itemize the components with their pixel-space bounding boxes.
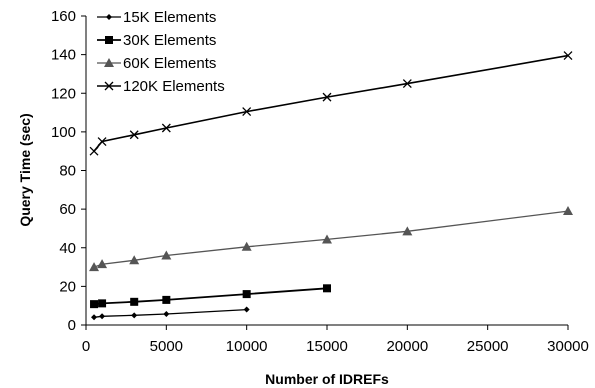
data-point [242, 107, 252, 117]
data-point [402, 79, 412, 89]
data-point [97, 137, 107, 146]
data-point [161, 123, 171, 133]
data-point [129, 130, 139, 140]
data-point [242, 290, 251, 299]
data-point [323, 284, 331, 293]
x-tick-label: 15000 [306, 338, 348, 355]
legend-marker [104, 58, 114, 67]
data-point [241, 241, 252, 251]
y-axis: 0 20 40 60 80 100 120 140 160 [51, 8, 87, 334]
legend-marker [104, 81, 114, 91]
data-point [89, 146, 99, 156]
data-point [402, 226, 413, 236]
data-point [89, 262, 100, 272]
data-point [243, 306, 250, 313]
y-tick-label: 120 [51, 85, 76, 102]
data-point [97, 259, 108, 269]
x-tick-label: 0 [82, 338, 90, 355]
series-line [93, 210, 569, 268]
legend-label: 30K Elements [123, 32, 216, 49]
data-point [99, 313, 106, 320]
x-axis-title: Number of IDREFs [265, 371, 389, 387]
legend-label: 60K Elements [123, 55, 216, 72]
legend-entry: 30K Elements [97, 32, 216, 49]
data-point [129, 255, 140, 265]
series-1 [91, 306, 250, 321]
y-axis-title: Query Time (sec) [17, 113, 33, 226]
data-point [322, 234, 332, 244]
data-point [91, 314, 98, 321]
x-tick-label: 25000 [467, 338, 509, 355]
y-tick-label: 0 [68, 317, 76, 334]
data-point [161, 250, 172, 260]
legend-entry: 60K Elements [97, 55, 216, 72]
data-point [563, 51, 573, 61]
data-point [163, 310, 170, 317]
y-tick-label: 80 [59, 163, 76, 180]
series-line [93, 54, 569, 152]
series-layer [89, 51, 573, 321]
x-tick-label: 10000 [226, 338, 268, 355]
y-tick-label: 100 [51, 124, 76, 141]
series-2 [90, 284, 331, 309]
y-tick-label: 20 [59, 278, 76, 295]
series-line [93, 287, 328, 305]
data-point [563, 206, 573, 216]
y-tick-label: 60 [59, 201, 76, 218]
series-3 [89, 206, 573, 272]
data-point [98, 299, 107, 308]
y-tick-label: 160 [51, 8, 76, 25]
legend-entry: 15K Elements [97, 9, 216, 26]
data-point [131, 312, 138, 319]
data-point [90, 300, 99, 309]
legend-entry: 120K Elements [97, 78, 225, 95]
data-point [130, 297, 139, 306]
y-tick-label: 140 [51, 47, 76, 64]
legend-marker [105, 36, 113, 44]
y-tick-label: 40 [59, 240, 76, 257]
series-4 [89, 51, 573, 156]
x-axis: 0 5000 10000 15000 20000 25000 30000 [82, 324, 589, 355]
data-point [162, 295, 171, 304]
legend: 15K Elements 30K Elements 60K Elements 120K… [97, 9, 225, 95]
data-point [322, 92, 332, 102]
legend-label: 15K Elements [123, 9, 216, 26]
series-line [93, 308, 247, 318]
x-tick-label: 5000 [150, 338, 183, 355]
x-tick-label: 30000 [547, 338, 589, 355]
legend-marker [106, 14, 112, 20]
x-tick-label: 20000 [386, 338, 428, 355]
legend-label: 120K Elements [123, 78, 225, 95]
